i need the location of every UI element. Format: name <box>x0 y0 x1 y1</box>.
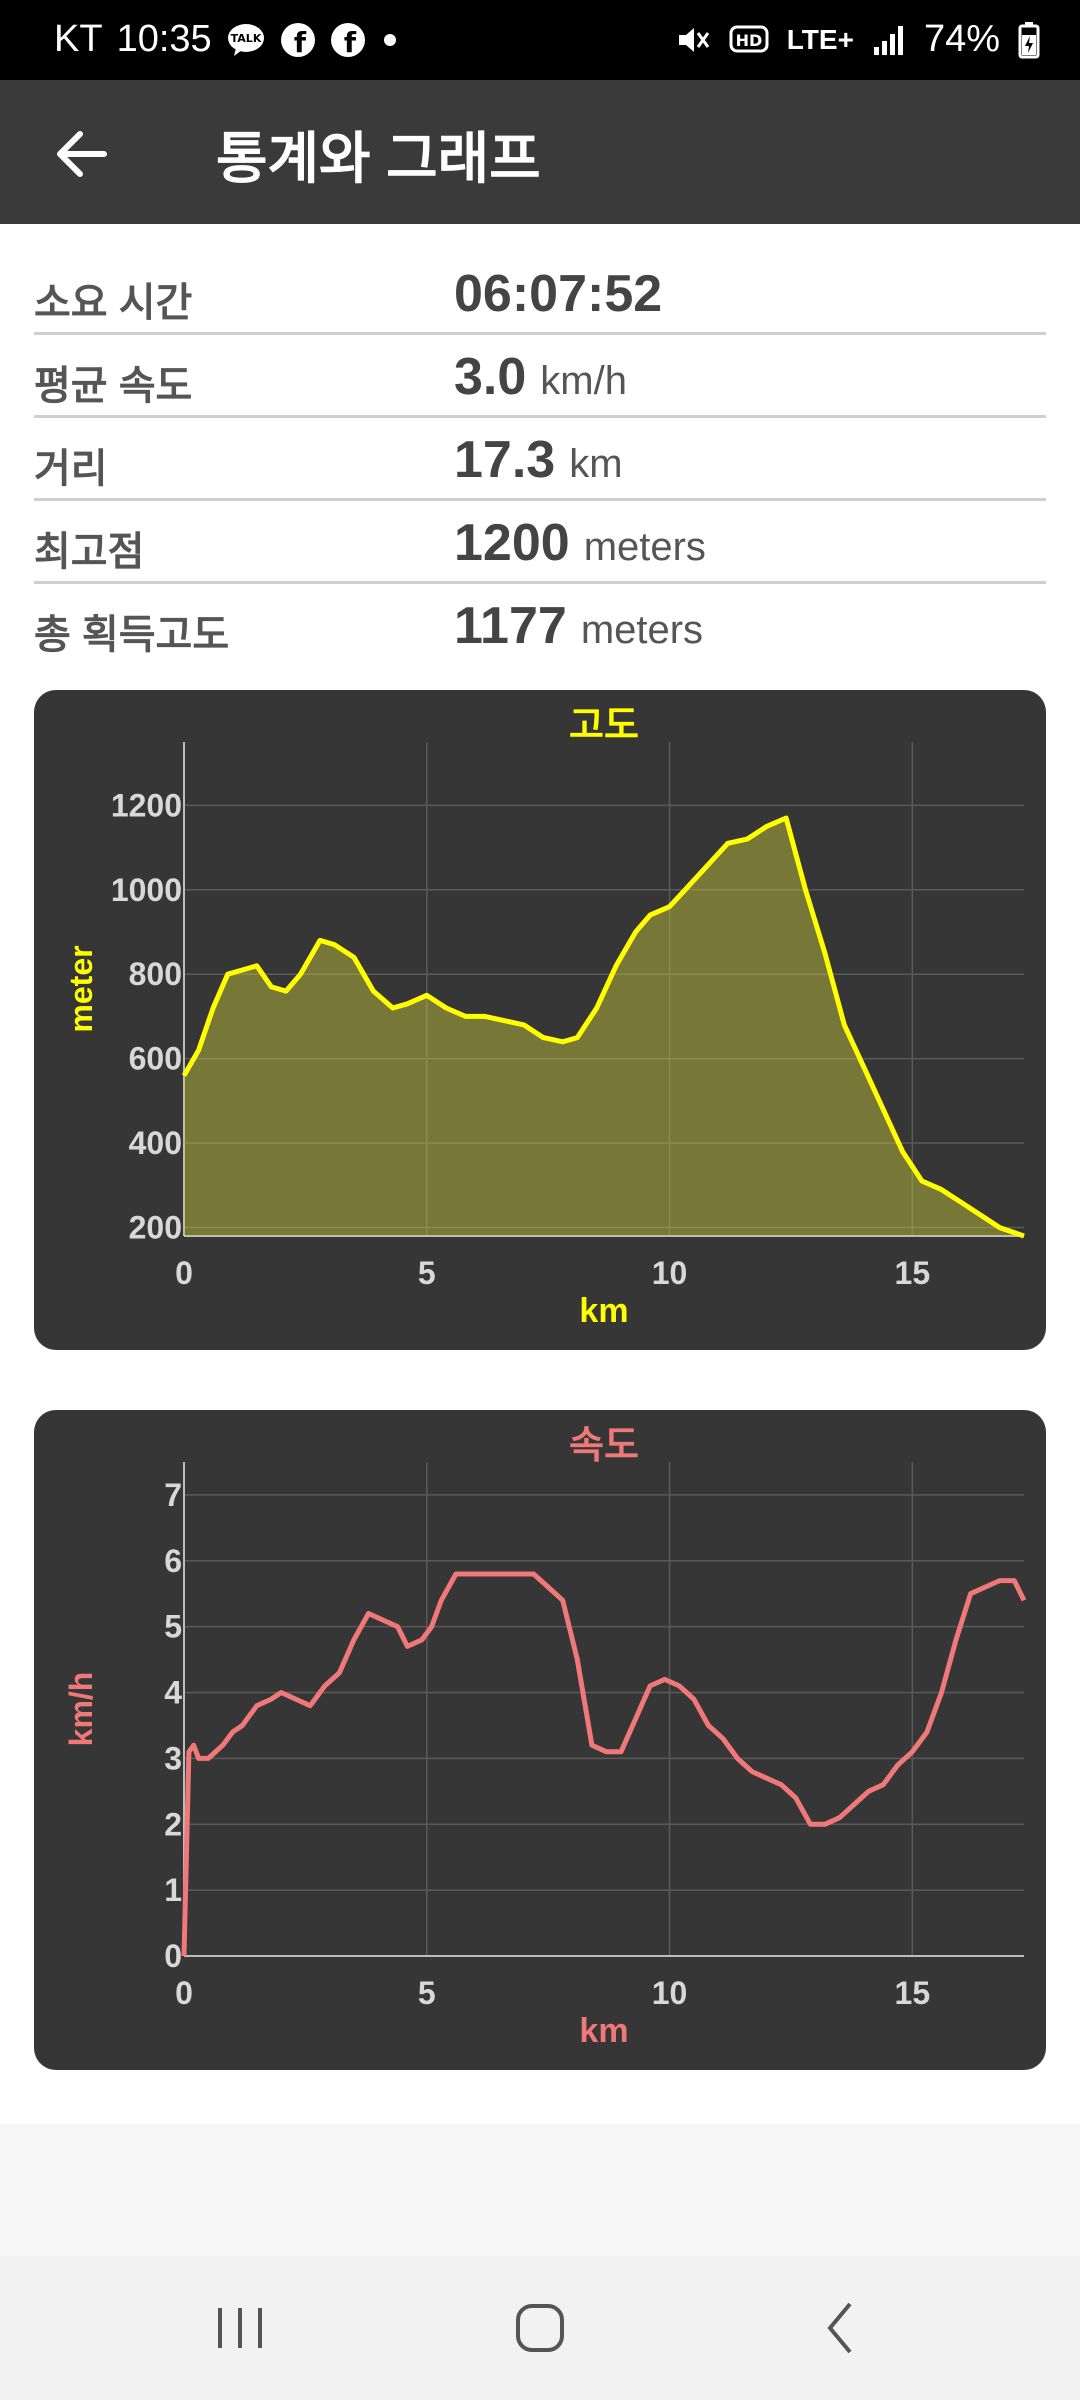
stat-label: 총 획득고도 <box>34 613 230 657</box>
x-tick-label: 0 <box>175 1975 193 2011</box>
stats-table: 소요 시간 06:07:52 평균 속도 3.0 km/h 거리 17.3 km 최… <box>34 252 1046 664</box>
speed-chart-card: 0 5 10 15 0 1 2 3 4 5 6 7 속도 km km/h <box>34 1410 1046 2070</box>
stat-value: 1177 meters <box>454 596 703 656</box>
hd-voice-icon: HD <box>729 23 769 57</box>
y-tick-label: 5 <box>164 1609 182 1645</box>
svg-text:f: f <box>294 26 307 58</box>
recent-apps-icon <box>218 2308 262 2348</box>
series-line <box>181 1571 1027 1957</box>
y-tick-label: 2 <box>164 1806 182 1842</box>
recent-apps-button[interactable] <box>200 2296 280 2360</box>
x-tick-label: 15 <box>895 1255 931 1291</box>
battery-charging-icon <box>1018 21 1040 59</box>
status-bar: KT 10:35 TALK f f HD LTE+ 74% <box>0 0 1080 80</box>
facebook-icon: f <box>330 22 366 58</box>
stat-number: 1200 <box>454 514 570 572</box>
elevation-chart-card: 0 5 10 15 200 400 600 800 1000 1200 고도 km meter <box>34 690 1046 1350</box>
y-tick-label: 1000 <box>111 872 182 908</box>
network-type: LTE+ <box>786 23 854 55</box>
chevron-left-icon <box>827 2302 852 2354</box>
back-nav-button[interactable] <box>800 2296 880 2360</box>
stat-label: 거리 <box>34 447 108 491</box>
arrow-left-icon <box>57 131 107 177</box>
x-axis-label: km <box>579 1292 628 1330</box>
y-tick-label: 600 <box>129 1041 182 1077</box>
stat-label: 소요 시간 <box>34 281 193 325</box>
stat-value: 3.0 km/h <box>454 347 627 407</box>
y-tick-label: 1 <box>164 1872 182 1908</box>
stat-number: 3.0 <box>454 348 527 406</box>
svg-text:HD: HD <box>735 31 762 50</box>
system-navigation-bar <box>0 2256 1080 2400</box>
app-bar: 통계와 그래프 <box>0 80 1080 224</box>
y-tick-label: 0 <box>164 1938 182 1974</box>
svg-text:f: f <box>344 26 357 58</box>
kakaotalk-icon: TALK <box>226 22 266 58</box>
mute-icon <box>675 22 711 58</box>
stat-number: 1177 <box>454 597 567 655</box>
y-tick-label: 800 <box>129 956 182 992</box>
svg-text:TALK: TALK <box>230 32 261 45</box>
y-axis-label: km/h <box>63 1672 99 1747</box>
x-tick-label: 5 <box>418 1975 436 2011</box>
stat-label: 최고점 <box>34 530 145 574</box>
stat-number: 17.3 <box>454 431 556 489</box>
y-tick-label: 200 <box>129 1210 182 1246</box>
notification-dot-icon <box>380 30 400 50</box>
y-tick-label: 6 <box>164 1543 182 1579</box>
battery-percent: 74% <box>923 18 1000 60</box>
back-button[interactable] <box>50 122 114 186</box>
stat-value: 06:07:52 <box>454 264 662 324</box>
y-axis-label: meter <box>63 945 99 1032</box>
clock: 10:35 <box>116 18 212 60</box>
stat-row-duration: 소요 시간 06:07:52 <box>34 252 1046 335</box>
x-tick-label: 5 <box>418 1255 436 1291</box>
stat-unit: km <box>569 442 623 486</box>
elevation-chart: 0 5 10 15 200 400 600 800 1000 1200 고도 km meter <box>63 703 1025 1330</box>
y-tick-label: 3 <box>164 1740 182 1776</box>
x-tick-label: 10 <box>652 1975 688 2011</box>
y-tick-label: 400 <box>129 1125 182 1161</box>
y-tick-label: 7 <box>164 1477 182 1513</box>
stat-row-total-ascent: 총 획득고도 1177 meters <box>34 584 1046 664</box>
stat-row-max-elevation: 최고점 1200 meters <box>34 501 1046 584</box>
home-button[interactable] <box>500 2296 580 2360</box>
facebook-icon: f <box>280 22 316 58</box>
x-tick-label: 15 <box>895 1975 931 2011</box>
stat-unit: meters <box>583 525 706 569</box>
y-tick-label: 4 <box>164 1675 182 1711</box>
stat-unit: meters <box>580 608 704 652</box>
stat-row-distance: 거리 17.3 km <box>34 418 1046 501</box>
x-axis-label: km <box>579 2012 628 2050</box>
series-area <box>184 818 1024 1236</box>
home-icon <box>516 2304 564 2352</box>
page-title: 통계와 그래프 <box>216 127 541 190</box>
stat-value: 1200 meters <box>454 513 706 573</box>
stat-unit: km/h <box>540 359 627 403</box>
stat-row-avg-speed: 평균 속도 3.0 km/h <box>34 335 1046 418</box>
stat-label: 평균 속도 <box>34 364 193 408</box>
content-area: 소요 시간 06:07:52 평균 속도 3.0 km/h 거리 17.3 km 최… <box>0 224 1080 2124</box>
carrier-label: KT <box>54 18 103 60</box>
y-tick-label: 1200 <box>111 787 182 823</box>
chart-title: 고도 <box>569 703 639 747</box>
chart-title: 속도 <box>569 1423 639 1467</box>
signal-icon <box>872 23 906 57</box>
stat-value: 17.3 km <box>454 430 623 490</box>
stat-number: 06:07:52 <box>454 265 663 323</box>
x-tick-label: 0 <box>175 1255 193 1291</box>
speed-chart: 0 5 10 15 0 1 2 3 4 5 6 7 속도 km km/h <box>63 1423 1027 2050</box>
x-tick-label: 10 <box>652 1255 688 1291</box>
